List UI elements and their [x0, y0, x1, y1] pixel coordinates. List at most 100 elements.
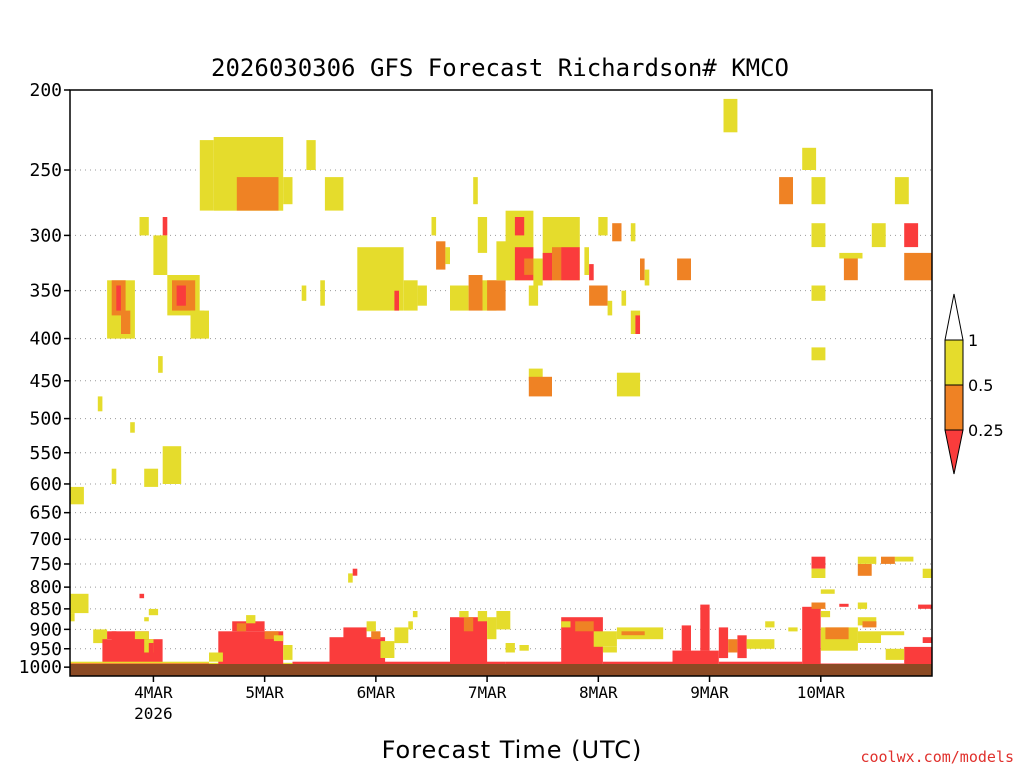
ri-cell — [144, 468, 159, 487]
ri-cell — [820, 611, 831, 618]
chart-title: 2026030306 GFS Forecast Richardson# KMCO — [211, 54, 789, 82]
ri-cell — [922, 568, 932, 578]
ri-cell — [635, 315, 640, 334]
ri-cell — [723, 98, 738, 133]
y-tick-label: 600 — [29, 474, 62, 495]
ri-cell — [885, 648, 905, 660]
ground-strip — [70, 664, 932, 676]
ri-cell — [394, 627, 409, 644]
ri-cell — [209, 652, 223, 662]
ri-cell — [236, 623, 247, 632]
ri-cell — [366, 621, 376, 632]
ri-cell — [811, 347, 826, 361]
ri-cell — [236, 177, 279, 211]
ri-cell — [718, 627, 729, 659]
ri-cell — [612, 223, 622, 242]
x-tick-label: 4MAR — [134, 683, 173, 702]
ri-cell — [589, 264, 594, 281]
plot-frame — [69, 89, 933, 677]
x-tick-label: 10MAR — [797, 683, 846, 702]
ri-cell — [111, 468, 117, 484]
ri-cell — [306, 140, 316, 170]
ri-cell — [380, 641, 395, 658]
ri-cell — [593, 631, 617, 647]
ri-cell — [348, 573, 353, 583]
ri-cell — [97, 396, 103, 412]
ri-cell — [533, 258, 543, 286]
ri-cell — [139, 217, 149, 236]
ri-cell — [881, 556, 895, 564]
ri-cell — [371, 631, 381, 640]
ri-cell — [918, 604, 932, 609]
ri-cell — [246, 615, 256, 624]
ri-cell — [436, 241, 446, 270]
ri-cell — [477, 217, 488, 253]
x-axis: 4MAR 2026 5MAR 6MAR 7MAR 8MAR 9MAR 10MAR — [134, 676, 845, 723]
ri-cell — [677, 258, 691, 281]
ri-cell — [176, 285, 186, 306]
y-tick-label: 950 — [29, 639, 62, 660]
ri-cell — [153, 235, 168, 275]
ri-cell — [463, 617, 474, 632]
ri-cell — [459, 611, 469, 618]
ri-cell — [528, 285, 539, 306]
ri-cell — [621, 290, 627, 306]
ri-cell — [603, 646, 617, 653]
ri-cell — [519, 645, 529, 651]
ri-cell — [857, 631, 881, 643]
colorbar-orange — [944, 384, 964, 431]
ri-cell — [857, 602, 868, 609]
ri-cell — [922, 637, 932, 643]
ri-cell — [728, 639, 738, 653]
ri-cell — [524, 258, 534, 275]
colorbar-legend: 1 0.5 0.25 — [944, 293, 1004, 475]
ri-cell — [839, 252, 863, 259]
ri-cell — [324, 177, 344, 211]
ri-cell — [514, 217, 525, 236]
ri-cell — [820, 589, 835, 594]
ri-cell — [412, 611, 418, 618]
ri-cell — [158, 356, 163, 373]
ri-cell — [857, 556, 877, 564]
colorbar-yellow — [944, 339, 964, 386]
ri-cell — [681, 625, 691, 651]
ri-cell — [904, 252, 932, 281]
ri-cell — [862, 621, 877, 628]
ri-cell — [162, 217, 168, 236]
x-tick-label: 7MAR — [468, 683, 507, 702]
ri-cell — [802, 147, 817, 170]
y-tick-label: 300 — [29, 225, 62, 246]
ri-cell — [802, 606, 821, 671]
x-tick-label: 8MAR — [579, 683, 618, 702]
ri-cell — [445, 247, 450, 265]
ri-cell — [904, 646, 932, 669]
x-axis-label: Forecast Time (UTC) — [382, 736, 643, 764]
ri-cell — [839, 603, 849, 607]
x-tick-sublabel: 2026 — [134, 704, 173, 723]
ri-cell — [881, 631, 905, 636]
x-tick-label: 6MAR — [357, 683, 396, 702]
ri-cell — [904, 223, 919, 248]
ri-cell — [616, 372, 641, 397]
ri-cell — [199, 310, 205, 334]
ri-cell — [477, 611, 488, 622]
y-tick-label: 850 — [29, 599, 62, 620]
ri-cell — [450, 285, 469, 311]
ri-cell — [621, 631, 645, 636]
ri-cell — [811, 568, 826, 578]
ri-cell — [811, 223, 826, 248]
y-tick-label: 400 — [29, 329, 62, 350]
ri-cell — [343, 627, 367, 640]
credit-text: coolwx.com/models — [860, 748, 1014, 766]
ri-cell — [148, 608, 159, 616]
ri-cell — [487, 617, 497, 640]
colorbar-label: 1 — [968, 331, 978, 350]
ri-cell — [598, 217, 608, 236]
y-tick-label: 800 — [29, 577, 62, 598]
ri-cell — [811, 285, 826, 301]
ri-cell — [111, 631, 149, 643]
ri-cell — [811, 556, 826, 569]
ri-cell — [746, 639, 775, 649]
ri-cell — [408, 621, 413, 630]
